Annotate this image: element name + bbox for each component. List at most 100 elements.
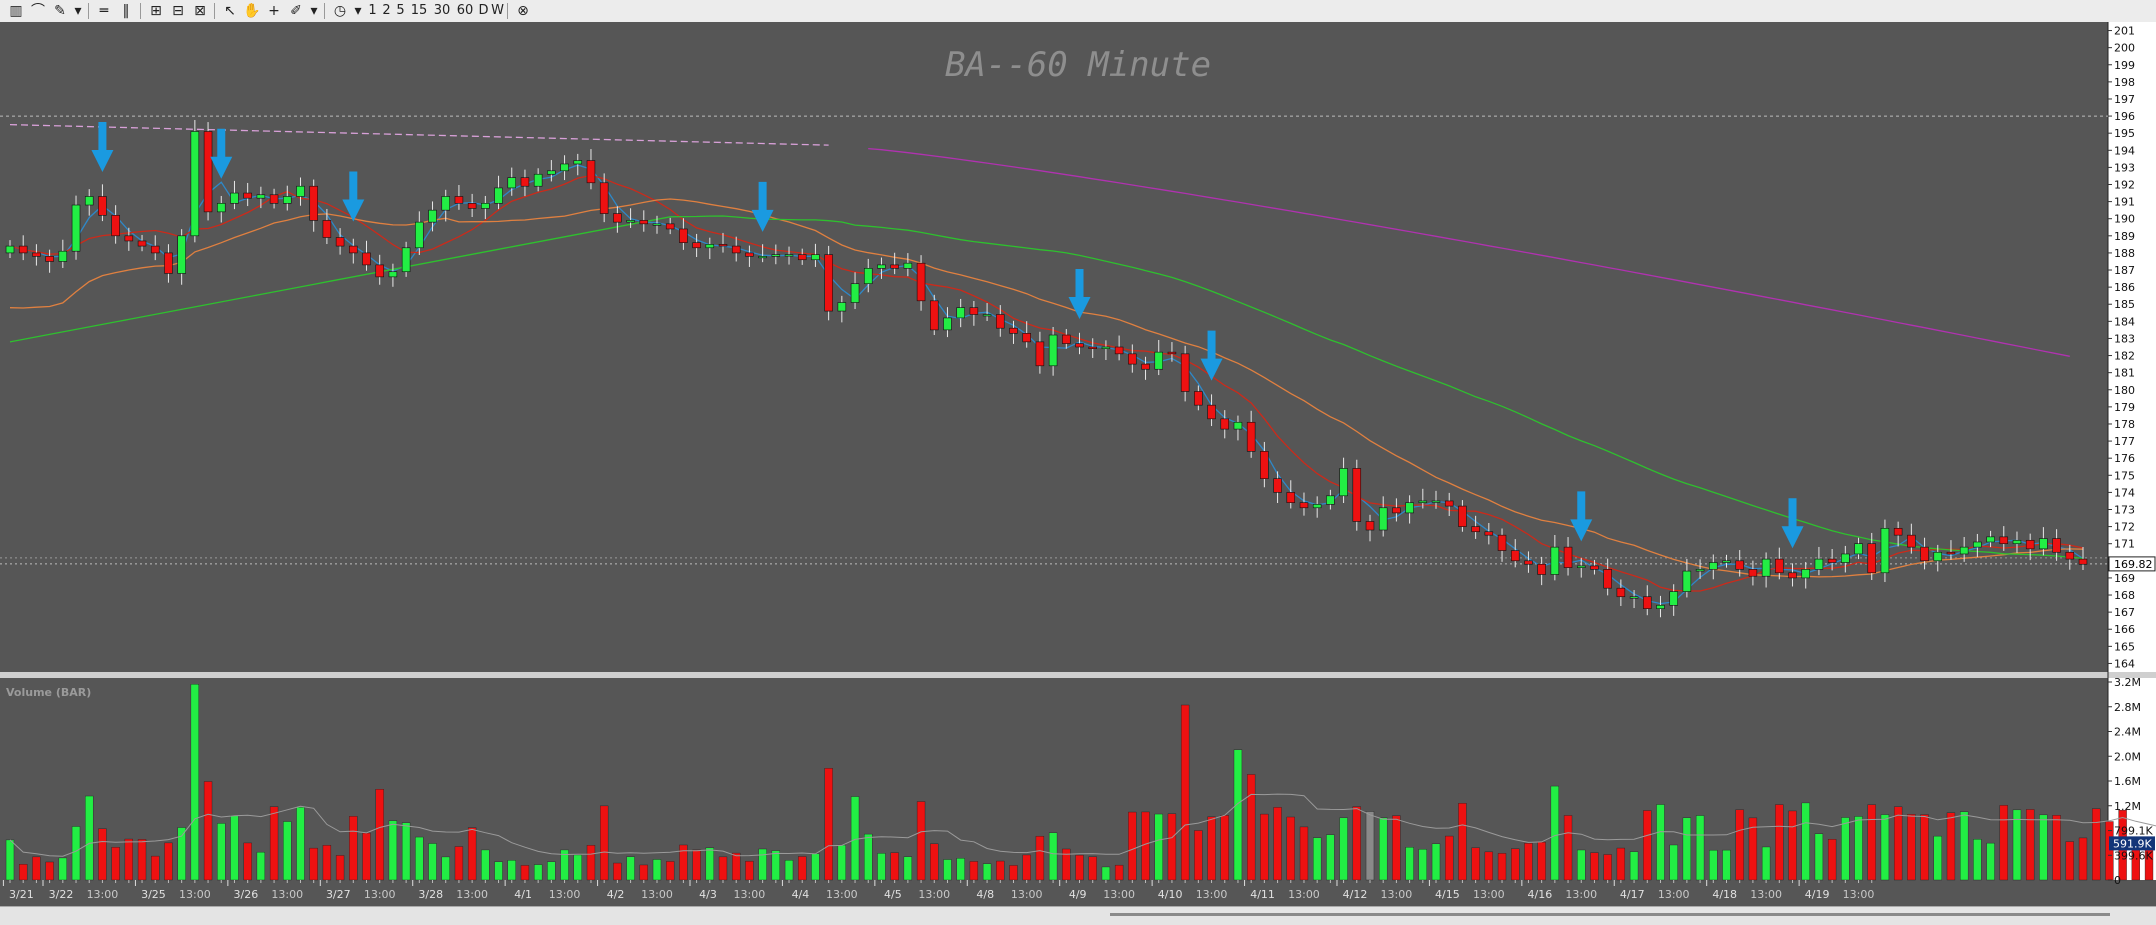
candle-body (1854, 543, 1863, 555)
dropdown-icon[interactable]: ▾ (354, 3, 362, 19)
interval-button-60[interactable]: 60 (456, 3, 474, 18)
time-label: 13:00 (179, 888, 211, 901)
cursor-icon[interactable]: ↖ (224, 3, 236, 19)
dropdown-icon[interactable]: ▾ (74, 3, 82, 19)
volume-tick-label: 1.2M (2114, 800, 2141, 813)
volume-bar (164, 842, 173, 881)
line-tool-icon[interactable]: ⌒ (31, 3, 45, 19)
volume-bar (1352, 806, 1361, 881)
date-label: 4/11 (1250, 888, 1275, 901)
horizontal-scrollbar[interactable] (0, 906, 2156, 925)
candle-body (811, 254, 820, 261)
volume-bar (1471, 847, 1480, 881)
signal-arrow-icon (342, 171, 365, 222)
candle-body (1233, 421, 1243, 430)
price-tick-label: 171 (2114, 538, 2135, 551)
candle-body (533, 173, 543, 187)
candle-body (335, 237, 345, 247)
candle-body (1814, 558, 1824, 570)
dropdown-icon[interactable]: ▾ (310, 3, 318, 19)
volume-bar (335, 855, 345, 881)
crosshair-icon[interactable]: + (268, 3, 280, 19)
volume-bar (1313, 837, 1322, 881)
interval-button-15[interactable]: 15 (410, 3, 428, 18)
volume-bar (1524, 842, 1533, 881)
price-tick-label: 174 (2114, 486, 2135, 499)
volume-bar (137, 839, 147, 881)
candle-body (1207, 404, 1216, 420)
moving-average-long (9, 215, 2084, 560)
candle-body (296, 185, 305, 197)
price-tick-label: 187 (2114, 264, 2135, 277)
candle-body (1563, 546, 1573, 568)
pencil-icon[interactable]: ✐ (290, 3, 302, 19)
price-tick-label: 168 (2114, 589, 2135, 602)
time-label: 13:00 (1381, 888, 1413, 901)
volume-bar (705, 847, 714, 881)
signal-arrow-icon (91, 121, 114, 172)
candle-body (1312, 504, 1322, 509)
candle-body (1141, 363, 1150, 370)
clock-icon[interactable]: ◷ (333, 3, 347, 19)
price-chart[interactable]: BA--60 Minute164165166167168169170171172… (0, 22, 2156, 906)
draw-tool-icon[interactable]: ✎ (54, 3, 66, 19)
candle-body (982, 314, 992, 317)
candle-body (269, 194, 279, 204)
interval-button-w[interactable]: W (491, 3, 504, 18)
interval-button-d[interactable]: D (478, 3, 489, 18)
volume-bar (401, 822, 411, 881)
volume-bar (1590, 852, 1599, 881)
price-tick-label: 166 (2114, 623, 2135, 636)
candle-body (415, 221, 424, 249)
volume-tick-label: 0 (2114, 874, 2121, 887)
candle-body (177, 235, 186, 274)
date-label: 4/5 (884, 888, 902, 901)
zoom-in-icon[interactable]: ⊞ (150, 3, 162, 19)
volume-bar (626, 856, 635, 881)
zoom-out-icon[interactable]: ⊟ (172, 3, 184, 19)
volume-bar (1907, 814, 1916, 881)
volume-bar (1616, 847, 1626, 881)
volume-bar (1114, 864, 1124, 881)
volume-bar (1656, 804, 1665, 881)
candle-body (243, 192, 252, 199)
volume-bar (1682, 817, 1692, 881)
date-label: 3/25 (141, 888, 166, 901)
candle-body (1378, 507, 1388, 531)
date-label: 4/9 (1069, 888, 1087, 901)
interval-button-2[interactable]: 2 (382, 3, 391, 18)
close-circle-icon[interactable]: ⊗ (517, 3, 529, 19)
volume-bar (2092, 808, 2101, 881)
volume-bar (1286, 816, 1295, 881)
candle-body (1524, 560, 1533, 565)
zoom-reset-icon[interactable]: ⊠ (194, 3, 206, 19)
chart-type-icon[interactable]: ▥ (9, 3, 23, 19)
volume-bar (1722, 849, 1731, 881)
scrollbar-thumb[interactable] (1110, 913, 2110, 916)
candle-body (1009, 327, 1018, 334)
volume-bar (1022, 854, 1031, 881)
volume-tick-label: 2.8M (2114, 701, 2141, 714)
volume-bar (1154, 813, 1163, 881)
price-tick-label: 183 (2114, 332, 2135, 345)
chart-title: BA--60 Minute (945, 45, 1211, 85)
volume-bar (982, 863, 992, 881)
hand-icon[interactable]: ✋ (243, 3, 261, 19)
signal-arrow-icon (1068, 269, 1091, 320)
volume-bar (269, 806, 279, 881)
interval-button-1[interactable]: 1 (368, 3, 377, 18)
candle-body (217, 203, 226, 213)
price-tick-label: 182 (2114, 350, 2135, 363)
interval-button-5[interactable]: 5 (396, 3, 405, 18)
volume-bar (1273, 807, 1282, 881)
volume-bar (1207, 816, 1216, 881)
horizontal-lines-icon[interactable]: ═ (99, 3, 109, 19)
candle-body (2065, 551, 2075, 560)
vertical-lines-icon[interactable]: ‖ (122, 3, 130, 19)
price-tick-label: 197 (2114, 93, 2135, 106)
time-label: 13:00 (1658, 888, 1690, 901)
panel-divider[interactable] (0, 672, 2156, 678)
volume-bar (309, 847, 318, 881)
interval-button-30[interactable]: 30 (433, 3, 451, 18)
volume-bar (1695, 815, 1705, 881)
